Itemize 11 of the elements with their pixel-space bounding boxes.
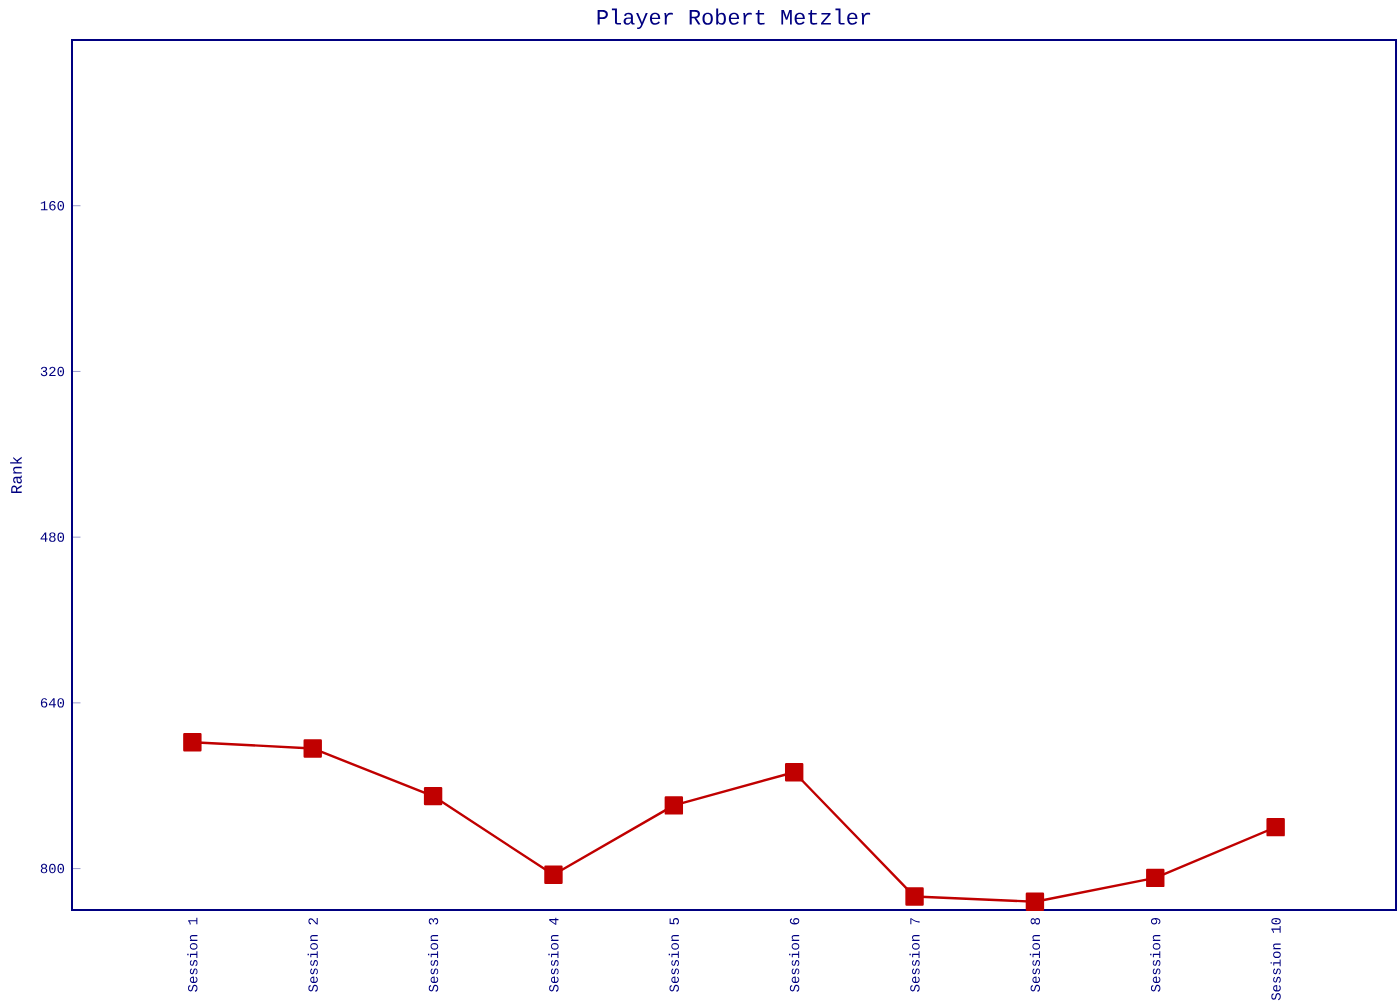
chart-title: Player Robert Metzler <box>597 8 871 30</box>
point <box>664 796 684 815</box>
point <box>544 865 563 885</box>
point <box>303 739 322 758</box>
point <box>1025 892 1045 912</box>
point <box>784 763 804 782</box>
point <box>905 887 924 907</box>
point <box>1266 818 1285 837</box>
point <box>183 733 202 752</box>
point <box>1146 869 1165 888</box>
point <box>423 787 443 806</box>
